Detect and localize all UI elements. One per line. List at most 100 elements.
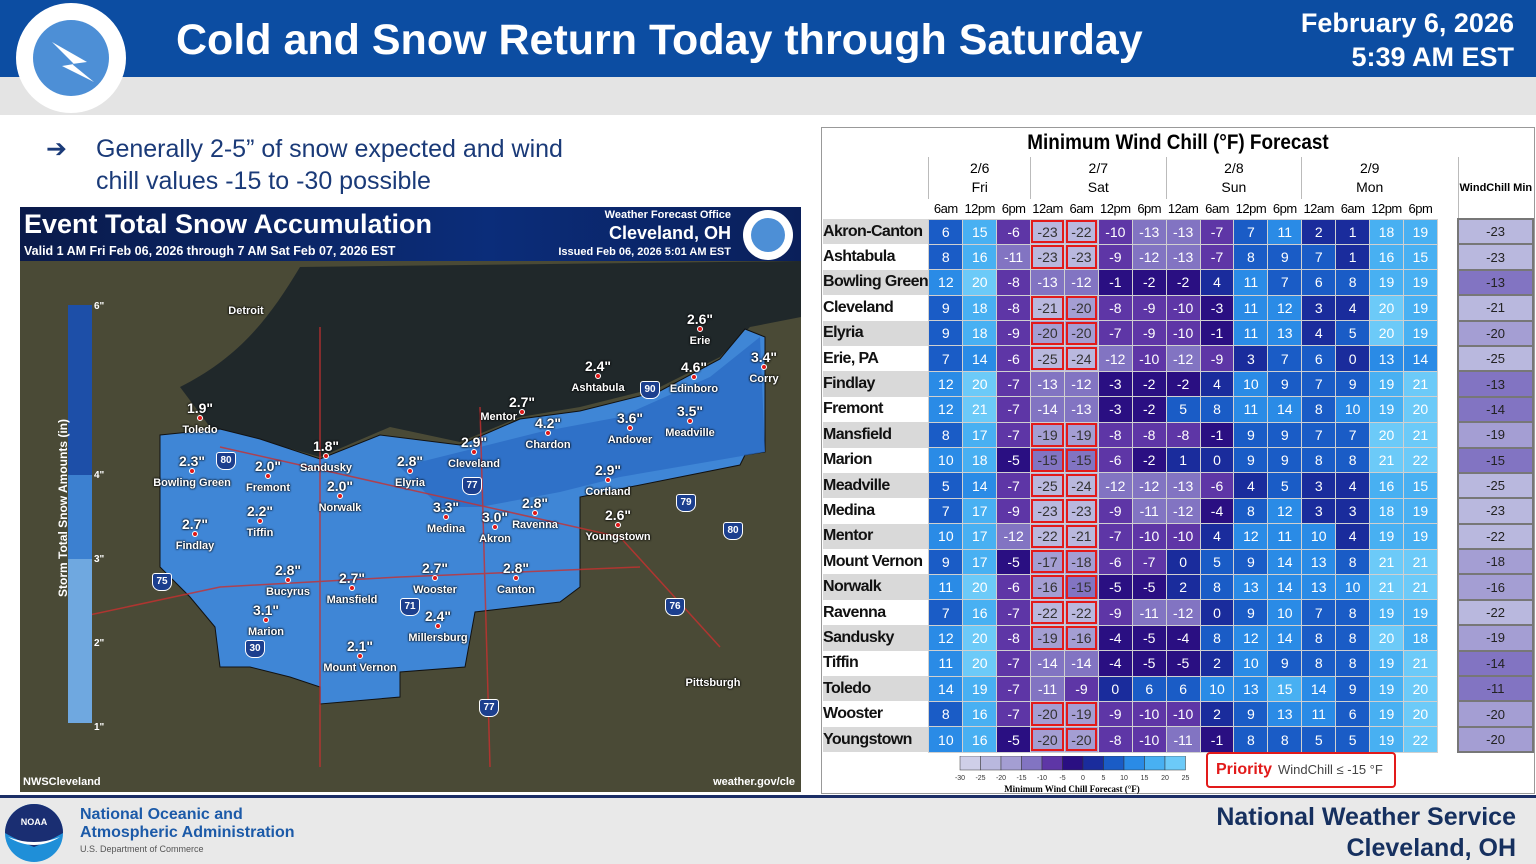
table-row: Medina 7 17 -9 -23 -23 -9 -11 -12 -4 8 12 3 3 18 19 -23 bbox=[823, 497, 1534, 525]
wind-chill-min: -25 bbox=[1457, 471, 1534, 500]
wind-chill-cell: 8 bbox=[928, 700, 964, 728]
wind-chill-cell: 9 bbox=[1233, 599, 1269, 626]
wind-chill-cell: 1 bbox=[1165, 447, 1201, 474]
wind-chill-cell: -22 bbox=[1029, 523, 1066, 550]
city-label: Findlay bbox=[175, 540, 215, 552]
city-label: Toledo bbox=[182, 424, 218, 436]
bullet-text: Generally 2-5” of snow expected and wind… bbox=[96, 135, 563, 195]
location-name: Medina bbox=[823, 498, 929, 524]
city-marker bbox=[432, 575, 438, 581]
reference-city: Detroit bbox=[228, 305, 264, 317]
wind-chill-cell: 14 bbox=[1267, 573, 1303, 601]
snow-amount: 2.9" bbox=[594, 462, 622, 478]
office-line-1: National Weather Service bbox=[1216, 803, 1516, 831]
wind-chill-cell: -3 bbox=[1097, 396, 1133, 423]
wind-chill-cell: -24 bbox=[1064, 345, 1099, 372]
wind-chill-cell: 11 bbox=[928, 573, 964, 601]
wind-chill-cell: 14 bbox=[1301, 675, 1337, 702]
snow-amount: 2.4" bbox=[584, 358, 612, 374]
legend-swatch bbox=[1164, 756, 1186, 771]
wind-chill-cell: 16 bbox=[962, 599, 998, 626]
snow-amount: 1.9" bbox=[186, 400, 214, 416]
highway-shield: 30 bbox=[245, 640, 265, 658]
wind-chill-cell: -12 bbox=[1131, 472, 1167, 499]
city-marker bbox=[189, 468, 195, 474]
wind-chill-cell: 7 bbox=[928, 599, 964, 626]
wind-chill-cell: 2 bbox=[1199, 650, 1235, 677]
wind-chill-min: -20 bbox=[1457, 319, 1534, 347]
wind-chill-cell: -5 bbox=[1131, 573, 1167, 601]
table-row: Ashtabula 8 16 -11 -23 -23 -9 -12 -13 -7 8 9 7 1 16 15-… bbox=[823, 243, 1534, 271]
time-header: 6am bbox=[1205, 201, 1229, 217]
legend-tick: 25 bbox=[1182, 775, 1190, 782]
location-name: Bowling Green bbox=[823, 269, 929, 296]
wind-chill-cell: -2 bbox=[1131, 447, 1167, 474]
day-name: Sun bbox=[1221, 179, 1247, 195]
time-header: 12am bbox=[1167, 201, 1199, 217]
snow-amount: 2.0" bbox=[254, 458, 282, 474]
city-marker bbox=[197, 415, 203, 421]
day-header: 2/6 Fri bbox=[928, 157, 1031, 199]
wind-chill-cell: -9 bbox=[1131, 294, 1167, 322]
wind-chill-cell: 16 bbox=[1368, 243, 1405, 271]
agency-line-2: Atmospheric Administration bbox=[80, 824, 295, 841]
table-row: Mansfield 8 17 -7 -19 -19 -8 -8 -8 -1 9 9 7 7 20 21 -19 bbox=[823, 421, 1534, 449]
location-name: Norwalk bbox=[823, 574, 929, 600]
city-marker bbox=[192, 531, 198, 537]
wind-chill-cell: 9 bbox=[1267, 650, 1303, 677]
wind-chill-cell: -3 bbox=[1199, 294, 1235, 322]
wind-chill-cell: -1 bbox=[1199, 320, 1235, 347]
snow-amount: 2.6" bbox=[604, 507, 632, 523]
wind-chill-cell: 21 bbox=[1403, 548, 1438, 575]
time-header: 12pm bbox=[964, 201, 995, 217]
header-band bbox=[0, 77, 1536, 115]
wind-chill-cell: 10 bbox=[1233, 650, 1269, 677]
day-header: 2/9 Mon bbox=[1301, 157, 1438, 199]
wind-chill-min: -20 bbox=[1457, 725, 1534, 754]
city-label: Corry bbox=[749, 373, 779, 385]
wind-chill-cell: 9 bbox=[1335, 370, 1370, 398]
wind-chill-cell: 18 bbox=[1368, 497, 1405, 525]
wind-chill-cell: 8 bbox=[1335, 599, 1370, 626]
wind-chill-min: -25 bbox=[1457, 344, 1534, 373]
wind-chill-cell: -8 bbox=[996, 294, 1031, 322]
wind-chill-cell: -2 bbox=[1165, 269, 1201, 296]
city-marker bbox=[532, 510, 538, 516]
location-name: Youngstown bbox=[823, 726, 929, 753]
wind-chill-cell: 21 bbox=[1368, 548, 1405, 575]
wind-chill-cell: -10 bbox=[1131, 726, 1167, 753]
wind-chill-cell: 14 bbox=[1267, 396, 1303, 423]
wind-chill-cell: 6 bbox=[928, 218, 964, 245]
wind-chill-cell: -1 bbox=[1097, 269, 1133, 296]
city-marker bbox=[627, 425, 633, 431]
legend-tick: 1" bbox=[94, 722, 105, 733]
wind-chill-cell: 12 bbox=[1233, 624, 1269, 652]
highway-shield: 77 bbox=[479, 699, 499, 717]
city-label: Sandusky bbox=[300, 462, 352, 474]
wind-chill-cell: 3 bbox=[1233, 345, 1269, 372]
city-label: Bowling Green bbox=[153, 477, 231, 489]
wind-chill-cell: 11 bbox=[1233, 294, 1269, 322]
wind-chill-cell: 10 bbox=[928, 523, 964, 550]
min-header: WindChill Min bbox=[1457, 157, 1533, 219]
wind-chill-cell: 21 bbox=[1368, 573, 1405, 601]
wind-chill-cell: 18 bbox=[962, 320, 998, 347]
wind-chill-cell: -4 bbox=[1097, 650, 1133, 677]
wind-chill-cell: 4 bbox=[1335, 472, 1370, 499]
wind-chill-cell: -4 bbox=[1097, 624, 1133, 652]
time-header: 6am bbox=[933, 201, 958, 217]
wind-chill-cell: -2 bbox=[1165, 370, 1201, 398]
wind-chill-cell: -14 bbox=[1029, 396, 1066, 423]
wind-chill-cell: 17 bbox=[962, 548, 998, 575]
wind-chill-cell: -7 bbox=[1131, 548, 1167, 575]
wind-chill-cell: -12 bbox=[1097, 345, 1133, 372]
wind-chill-cell: 9 bbox=[1267, 421, 1303, 449]
wind-chill-cell: -19 bbox=[1029, 421, 1066, 449]
highway-shield: 90 bbox=[640, 381, 660, 399]
wind-chill-cell: 21 bbox=[1403, 421, 1438, 449]
wind-chill-min: -19 bbox=[1457, 421, 1534, 449]
city-marker bbox=[285, 577, 291, 583]
legend-swatch bbox=[1000, 756, 1022, 771]
wind-chill-cell: 3 bbox=[1301, 294, 1337, 322]
snow-amount: 2.6" bbox=[686, 311, 714, 327]
